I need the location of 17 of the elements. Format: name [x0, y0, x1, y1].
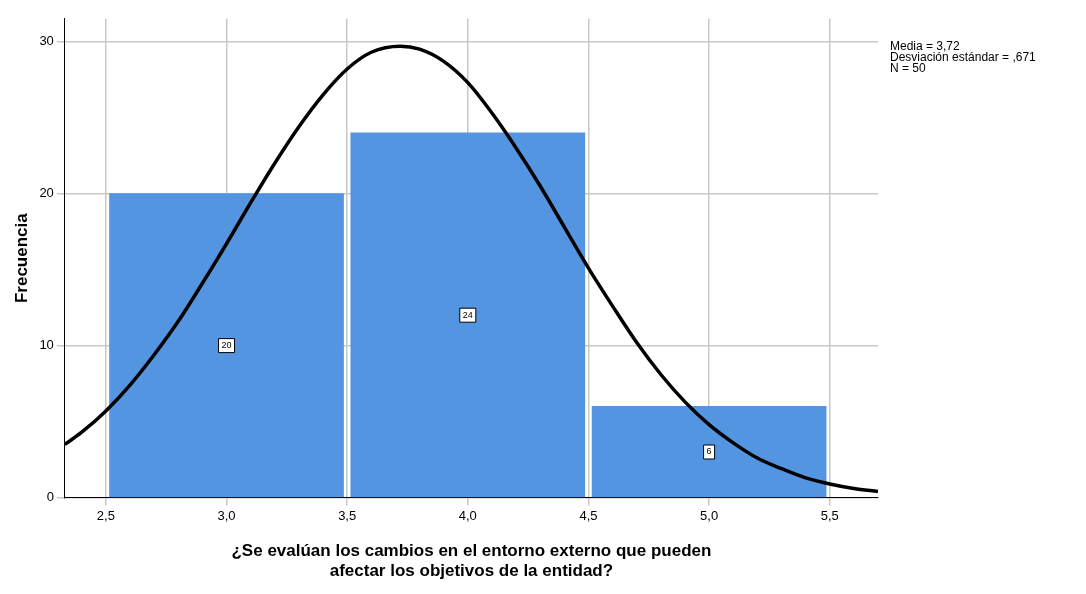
text: N = 50 — [890, 61, 927, 76]
y-tick-label: 30 — [39, 33, 54, 49]
y-tick-label: 0 — [46, 489, 54, 505]
data-label: 6 — [706, 446, 712, 457]
x-tick-label: 2,5 — [96, 507, 115, 523]
x-tick-label: 3,5 — [338, 507, 357, 523]
y-tick-label: 20 — [39, 185, 54, 201]
x-tick-label: 4,0 — [458, 507, 477, 523]
y-tick-label: 10 — [39, 337, 54, 353]
x-axis-title: ¿Se evalúan los cambios en el entorno externo que pueden afectar los objetivos de la entidad? — [231, 541, 712, 581]
x-tick-label: 4,5 — [579, 507, 598, 523]
data-label: 20 — [221, 340, 232, 351]
x-tick-label: 5,5 — [820, 507, 839, 523]
data-label: 24 — [462, 309, 473, 320]
x-tick-label: 5,0 — [700, 507, 719, 523]
y-axis-title: Frecuencia — [11, 212, 31, 304]
x-tick-label: 3,0 — [217, 507, 236, 523]
